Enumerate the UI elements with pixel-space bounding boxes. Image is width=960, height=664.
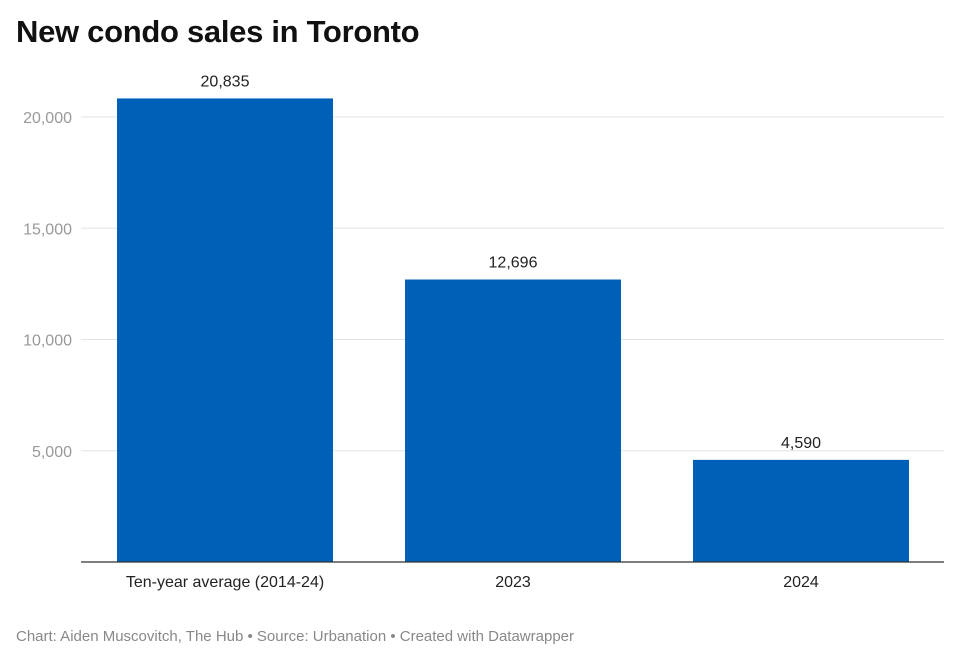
chart-footer: Chart: Aiden Muscovitch, The Hub • Sourc… <box>16 628 575 645</box>
y-tick-label: 5,000 <box>32 444 72 461</box>
y-tick-label: 15,000 <box>23 221 72 238</box>
y-tick-label: 10,000 <box>23 333 72 350</box>
x-tick-label: 2023 <box>495 574 531 591</box>
chart-title: New condo sales in Toronto <box>16 14 420 49</box>
y-tick-label: 20,000 <box>23 110 72 127</box>
data-label: 20,835 <box>201 73 250 90</box>
bar <box>117 98 333 562</box>
bar <box>405 279 621 562</box>
data-label: 12,696 <box>489 255 538 272</box>
bar <box>693 459 909 562</box>
x-tick-label: 2024 <box>783 574 819 591</box>
x-tick-label: Ten-year average (2014-24) <box>126 574 324 591</box>
data-label: 4,590 <box>781 435 821 452</box>
